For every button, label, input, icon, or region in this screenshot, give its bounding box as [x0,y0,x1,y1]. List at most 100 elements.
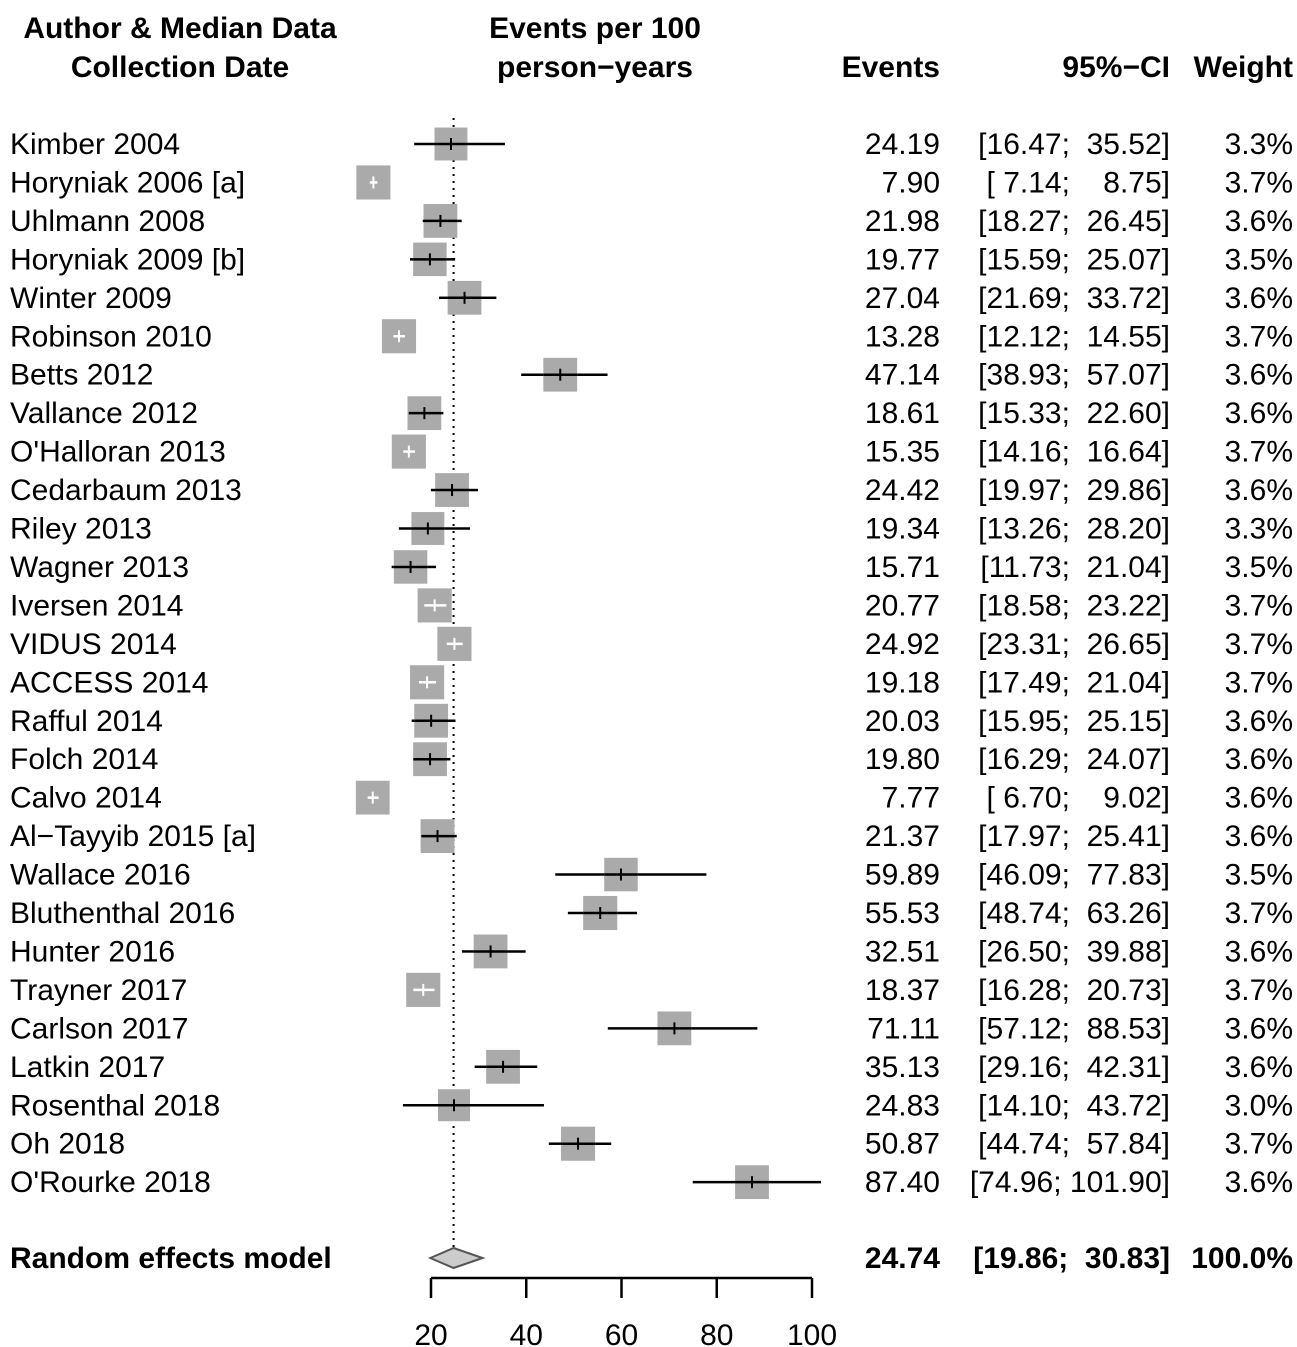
x-tick-label: 40 [510,1319,543,1347]
study-label: Bluthenthal 2016 [10,897,235,930]
ci-value: [16.28; 20.73] [978,974,1170,1007]
summary-label: Random effects model [10,1242,332,1275]
study-label: Oh 2018 [10,1128,125,1161]
weight-value: 3.7% [1225,436,1293,469]
events-value: 71.11 [867,1012,940,1045]
study-label: Latkin 2017 [10,1051,165,1084]
events-value: 7.77 [882,782,940,815]
ci-value: [13.26; 28.20] [978,513,1170,546]
events-value: 35.13 [865,1051,940,1084]
events-value: 32.51 [865,935,940,968]
summary-events: 24.74 [865,1242,940,1275]
ci-value: [17.49; 21.04] [978,666,1170,699]
weight-value: 3.6% [1225,1012,1293,1045]
study-label: O'Halloran 2013 [10,436,226,469]
header-ci: 95%−CI [1062,51,1170,84]
ci-value: [44.74; 57.84] [978,1128,1170,1161]
weight-value: 3.3% [1225,128,1293,161]
ci-value: [46.09; 77.83] [978,859,1170,892]
weight-value: 3.5% [1225,551,1293,584]
study-row: VIDUS 2014 24.92 [23.31; 26.65] 3.7% [10,626,1293,661]
x-tick-label: 100 [787,1319,837,1347]
events-value: 18.37 [865,974,940,1007]
study-row: Vallance 2012 18.61 [15.33; 22.60] 3.6% [10,396,1293,430]
ci-value: [16.47; 35.52] [978,128,1170,161]
study-row: Winter 2009 27.04 [21.69; 33.72] 3.6% [10,280,1293,315]
weight-value: 3.0% [1225,1089,1293,1122]
ci-value: [19.97; 29.86] [978,474,1170,507]
study-row: Oh 2018 50.87 [44.74; 57.84] 3.7% [10,1126,1293,1161]
study-label: Wallace 2016 [10,859,191,892]
weight-value: 3.5% [1225,243,1293,276]
events-value: 27.04 [865,282,940,315]
ci-value: [18.58; 23.22] [978,589,1170,622]
study-label: Carlson 2017 [10,1012,188,1045]
study-row: Betts 2012 47.14 [38.93; 57.07] 3.6% [10,357,1293,392]
x-tick-label: 20 [414,1319,447,1347]
summary-weight: 100.0% [1191,1242,1293,1275]
study-row: Kimber 2004 24.19 [16.47; 35.52] 3.3% [10,127,1293,161]
study-row: Robinson 2010 13.28 [12.12; 14.55] 3.7% [10,319,1293,354]
ci-value: [16.29; 24.07] [978,743,1170,776]
weight-value: 3.7% [1225,589,1293,622]
study-label: Robinson 2010 [10,320,212,353]
ci-value: [48.74; 63.26] [978,897,1170,930]
study-row: Hunter 2016 32.51 [26.50; 39.88] 3.6% [10,934,1293,968]
summary-row: Random effects model 24.74 [19.86; 30.83… [10,1242,1293,1275]
study-row: Wagner 2013 15.71 [11.73; 21.04] 3.5% [10,550,1293,584]
weight-value: 3.7% [1225,974,1293,1007]
header-study-line2: Collection Date [71,51,289,84]
study-row: Carlson 2017 71.11 [57.12; 88.53] 3.6% [10,1011,1293,1045]
study-label: Rafful 2014 [10,705,163,738]
events-value: 87.40 [865,1166,940,1199]
header-weight: Weight [1194,51,1293,84]
events-value: 24.92 [865,628,940,661]
study-label: Riley 2013 [10,513,152,546]
weight-value: 3.6% [1225,782,1293,815]
weight-value: 3.7% [1225,666,1293,699]
study-row: Horyniak 2006 [a] 7.90 [ 7.14; 8.75] 3.7% [10,165,1293,200]
events-value: 55.53 [865,897,940,930]
ci-value: [26.50; 39.88] [978,935,1170,968]
header-plot-line1: Events per 100 [489,12,701,45]
weight-value: 3.6% [1225,397,1293,430]
events-value: 24.19 [865,128,940,161]
study-row: Horyniak 2009 [b] 19.77 [15.59; 25.07] 3.5% [10,242,1293,276]
weight-value: 3.6% [1225,359,1293,392]
study-label: ACCESS 2014 [10,666,208,699]
weight-value: 3.6% [1225,705,1293,738]
events-value: 18.61 [865,397,940,430]
events-value: 7.90 [882,166,940,199]
weight-value: 3.6% [1225,205,1293,238]
study-row: Iversen 2014 20.77 [18.58; 23.22] 3.7% [10,588,1293,623]
events-value: 13.28 [865,320,940,353]
weight-value: 3.6% [1225,935,1293,968]
study-label: Uhlmann 2008 [10,205,205,238]
study-label: Hunter 2016 [10,935,175,968]
events-value: 50.87 [865,1128,940,1161]
study-row: Rosenthal 2018 24.83 [14.10; 43.72] 3.0% [10,1089,1293,1122]
study-label: Al−Tayyib 2015 [a] [10,820,256,853]
header: Author & Median Data Collection Date Eve… [23,12,1293,84]
weight-value: 3.7% [1225,320,1293,353]
study-label: Betts 2012 [10,359,153,392]
x-tick-label: 80 [700,1319,733,1347]
ci-value: [74.96; 101.90] [970,1166,1170,1199]
header-study-line1: Author & Median Data [23,12,337,45]
weight-value: 3.6% [1225,474,1293,507]
ci-value: [14.16; 16.64] [978,436,1170,469]
study-label: O'Rourke 2018 [10,1166,211,1199]
study-label: Folch 2014 [10,743,158,776]
ci-value: [29.16; 42.31] [978,1051,1170,1084]
ci-value: [21.69; 33.72] [978,282,1170,315]
study-row: Folch 2014 19.80 [16.29; 24.07] 3.6% [10,742,1293,776]
ci-value: [17.97; 25.41] [978,820,1170,853]
x-tick-label: 60 [605,1319,638,1347]
events-value: 47.14 [865,359,940,392]
study-label: VIDUS 2014 [10,628,177,661]
ci-value: [15.95; 25.15] [978,705,1170,738]
events-value: 59.89 [865,859,940,892]
study-row: Cedarbaum 2013 24.42 [19.97; 29.86] 3.6% [10,473,1293,507]
weight-value: 3.6% [1225,820,1293,853]
